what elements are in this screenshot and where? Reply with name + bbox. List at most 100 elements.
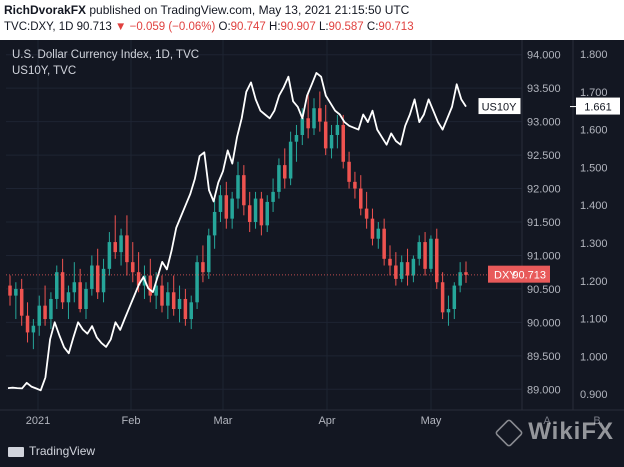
candle-body[interactable] (446, 309, 451, 313)
candle-body[interactable] (119, 235, 123, 253)
candle-body[interactable] (19, 288, 24, 316)
candle-body[interactable] (411, 258, 416, 276)
candle-body[interactable] (370, 218, 375, 239)
x-axis-label: May (421, 415, 442, 427)
us10y-axis-tick: 1.500 (580, 162, 608, 174)
publication-line: RichDvorakFX published on TradingView.co… (4, 3, 409, 17)
candle-body[interactable] (318, 108, 322, 122)
candle-body[interactable] (405, 262, 410, 276)
candle-body[interactable] (458, 272, 462, 286)
legend-overlay[interactable]: US10Y, TVC (12, 65, 77, 77)
candle-body[interactable] (14, 288, 18, 296)
candle-body[interactable] (323, 121, 328, 149)
candle-body[interactable] (154, 285, 158, 296)
candle-body[interactable] (335, 124, 340, 135)
us10y-line[interactable] (7, 72, 467, 392)
candle-body[interactable] (236, 175, 240, 199)
candle-body[interactable] (224, 195, 229, 219)
candle-body[interactable] (166, 292, 170, 306)
candle-body[interactable] (247, 205, 252, 222)
candle-body[interactable] (259, 198, 264, 226)
candle-body[interactable] (253, 198, 258, 222)
candle-body[interactable] (31, 325, 36, 333)
candle-body[interactable] (136, 272, 141, 286)
candle-body[interactable] (329, 135, 334, 149)
author-name[interactable]: RichDvorakFX (4, 3, 87, 17)
publication-header: RichDvorakFX published on TradingView.co… (0, 0, 624, 40)
candle-body[interactable] (37, 305, 41, 326)
candle-body[interactable] (364, 208, 369, 219)
candle-body[interactable] (242, 175, 246, 206)
candle-body[interactable] (84, 288, 88, 309)
candle-body[interactable] (72, 282, 77, 293)
candle-body[interactable] (8, 285, 12, 296)
dxy-axis-tick: 93.000 (527, 117, 561, 129)
scale-a-button[interactable]: A (543, 415, 551, 427)
candle-body[interactable] (25, 315, 30, 333)
candle-body[interactable] (66, 292, 71, 303)
candle-body[interactable] (60, 272, 65, 303)
dxy-axis-tick: 91.500 (527, 217, 561, 229)
candle-body[interactable] (294, 135, 299, 142)
candle-body[interactable] (306, 118, 310, 129)
tradingview-logo[interactable]: TradingView (8, 444, 95, 458)
chart-area[interactable]: 94.000 93.500 93.000 92.500 92.000 91.500 91.0… (0, 40, 624, 432)
candle-body[interactable] (131, 262, 135, 273)
candle-body[interactable] (300, 118, 305, 135)
candle-body[interactable] (171, 292, 176, 309)
candle-body[interactable] (212, 211, 217, 236)
candle-body[interactable] (230, 198, 234, 219)
dxy-axis-tick: 92.500 (527, 150, 561, 162)
candle-body[interactable] (464, 272, 468, 275)
candle-body[interactable] (189, 302, 193, 320)
price-chart[interactable]: 94.000 93.500 93.000 92.500 92.000 91.500 91.0… (0, 40, 624, 432)
dxy-tag-label: DXY (494, 270, 517, 282)
scale-b-button[interactable]: B (593, 415, 600, 427)
candle-body[interactable] (113, 242, 117, 253)
candle-body[interactable] (394, 265, 398, 279)
candle-body[interactable] (160, 285, 164, 306)
candle-body[interactable] (43, 305, 47, 320)
candle-body[interactable] (95, 265, 100, 293)
candle-body[interactable] (353, 181, 357, 189)
candle-body[interactable] (265, 201, 269, 226)
candle-body[interactable] (376, 228, 381, 239)
candle-body[interactable] (359, 188, 363, 209)
candle-body[interactable] (347, 161, 351, 182)
candle-body[interactable] (101, 268, 106, 293)
price-change: −0.059 (−0.06%) (129, 21, 216, 33)
candle-body[interactable] (452, 285, 457, 309)
candle-body[interactable] (283, 165, 287, 179)
candle-body[interactable] (148, 275, 153, 296)
candle-body[interactable] (312, 108, 316, 129)
candle-body[interactable] (271, 191, 275, 202)
legend-main[interactable]: U.S. Dollar Currency Index, 1D, TVC (12, 49, 200, 61)
candle-body[interactable] (107, 242, 112, 269)
dxy-axis-tick: 91.000 (527, 250, 561, 262)
candle-body[interactable] (177, 298, 182, 309)
candle-body[interactable] (417, 242, 421, 259)
candle-body[interactable] (423, 242, 427, 269)
candle-body[interactable] (218, 195, 223, 212)
candle-body[interactable] (90, 265, 94, 289)
candle-body[interactable] (201, 262, 205, 273)
candle-body[interactable] (288, 141, 293, 179)
candle-body[interactable] (341, 124, 345, 162)
candle-body[interactable] (435, 238, 439, 283)
us10y-axis-tick: 1.600 (580, 125, 608, 137)
candle-body[interactable] (207, 235, 211, 273)
candle-body[interactable] (440, 282, 445, 313)
candle-body[interactable] (399, 262, 404, 279)
candle-body[interactable] (125, 235, 129, 263)
low-label: L: (318, 21, 329, 33)
candle-body[interactable] (388, 258, 392, 266)
candle-body[interactable] (55, 272, 59, 299)
candle-body[interactable] (277, 165, 281, 192)
candle-body[interactable] (183, 298, 188, 320)
candle-body[interactable] (78, 282, 82, 309)
candle-body[interactable] (429, 238, 433, 269)
candle-body[interactable] (195, 262, 199, 303)
candle-body[interactable] (49, 298, 53, 320)
us10y-axis-tick: 1.700 (580, 87, 608, 99)
candle-body[interactable] (382, 228, 386, 259)
